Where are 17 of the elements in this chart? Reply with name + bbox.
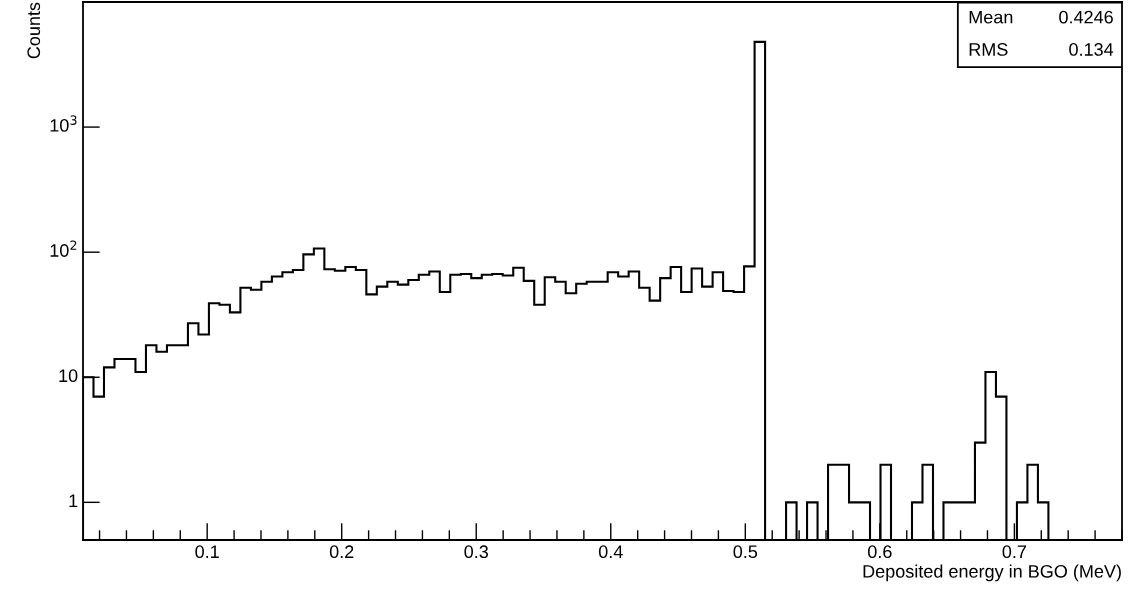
annotation: Mean (969, 10, 1013, 24)
annotation: 0.4246 (1059, 10, 1113, 24)
y-axis-title: Counts (27, 2, 41, 59)
x-tick-label: 0.4 (598, 545, 623, 559)
x-axis-title: Deposited energy in BGO (MeV) (863, 564, 1121, 582)
y-tick-label: 10$^{2}$ (50, 240, 77, 257)
annotation: 0.134 (1069, 43, 1114, 56)
x-tick-label: 0.1 (195, 545, 219, 559)
y-tick-label: 10 (59, 369, 78, 383)
y-tick-label: 1 (69, 494, 78, 508)
x-tick-label: 0.7 (1002, 545, 1027, 559)
x-tick-label: 0.6 (868, 545, 892, 559)
annotation: RMS (969, 43, 1008, 56)
y-tick-label: 10$^{3}$ (50, 115, 77, 132)
x-tick-label: 0.5 (733, 545, 758, 559)
x-tick-label: 0.3 (464, 545, 488, 559)
x-tick-label: 0.2 (329, 545, 354, 559)
